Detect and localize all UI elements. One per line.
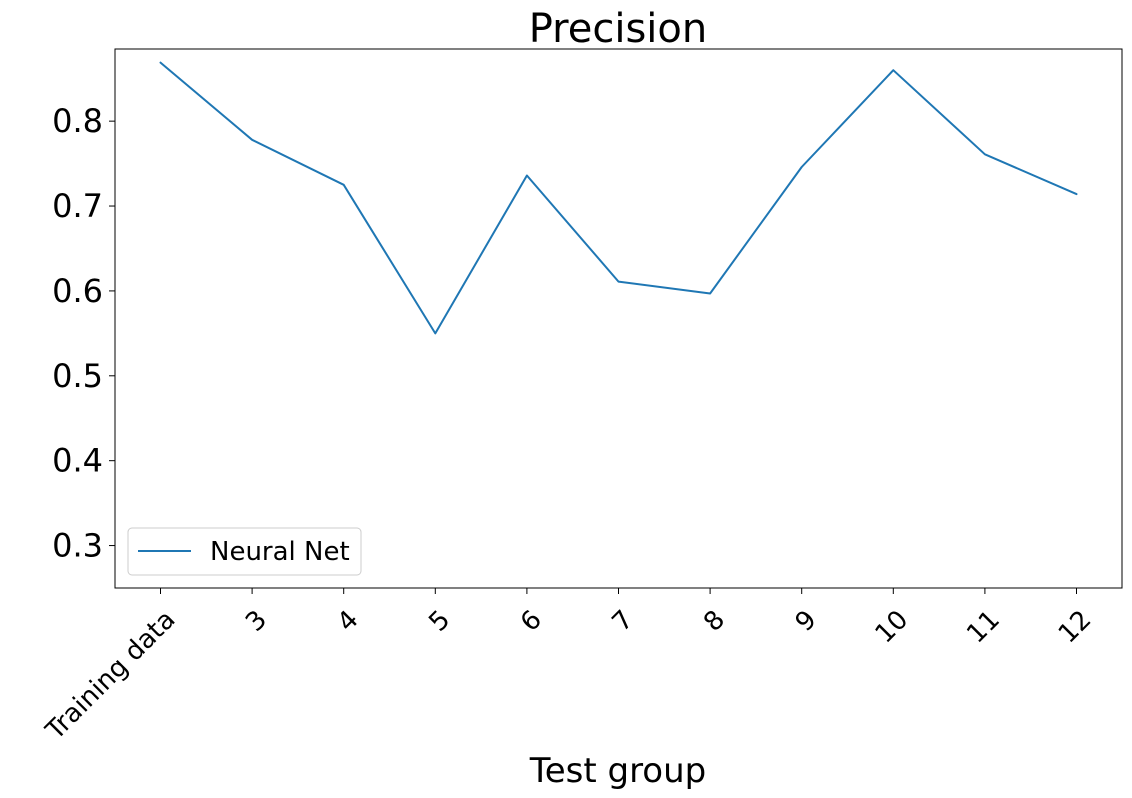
series-line-neural-net — [159, 61, 1078, 335]
y-tick-label: 0.5 — [52, 357, 103, 395]
legend-box — [127, 527, 362, 576]
x-axis-label: Test group — [529, 751, 707, 791]
x-tick-label: 9 — [790, 605, 823, 638]
series-group — [159, 61, 1078, 335]
x-tick-label: 4 — [332, 605, 365, 638]
x-tick-label: 7 — [607, 605, 640, 638]
x-tick-label: Training data — [40, 605, 182, 747]
legend-label-neural-net: Neural Net — [210, 537, 350, 567]
x-tick-label: 11 — [961, 605, 1006, 650]
x-tick-label: 12 — [1053, 605, 1098, 650]
x-tick-label: 8 — [698, 605, 731, 638]
x-tick-label: 6 — [515, 605, 548, 638]
x-tick-label: 10 — [870, 605, 915, 650]
y-axis: 0.3 0.4 0.5 0.6 0.7 0.8 — [52, 102, 115, 565]
y-tick-label: 0.8 — [52, 102, 103, 140]
y-tick-label: 0.4 — [52, 442, 103, 480]
plot-area-frame — [114, 48, 1123, 589]
x-axis: Training data 3 4 5 6 7 8 9 10 11 12 — [40, 588, 1098, 747]
y-tick-label: 0.7 — [52, 187, 103, 225]
x-tick-label: 3 — [240, 605, 273, 638]
chart-title: Precision — [529, 6, 707, 52]
y-tick-label: 0.6 — [52, 272, 103, 310]
legend: Neural Net — [127, 527, 362, 576]
x-tick-label: 5 — [423, 605, 456, 638]
y-tick-label: 0.3 — [52, 527, 103, 565]
